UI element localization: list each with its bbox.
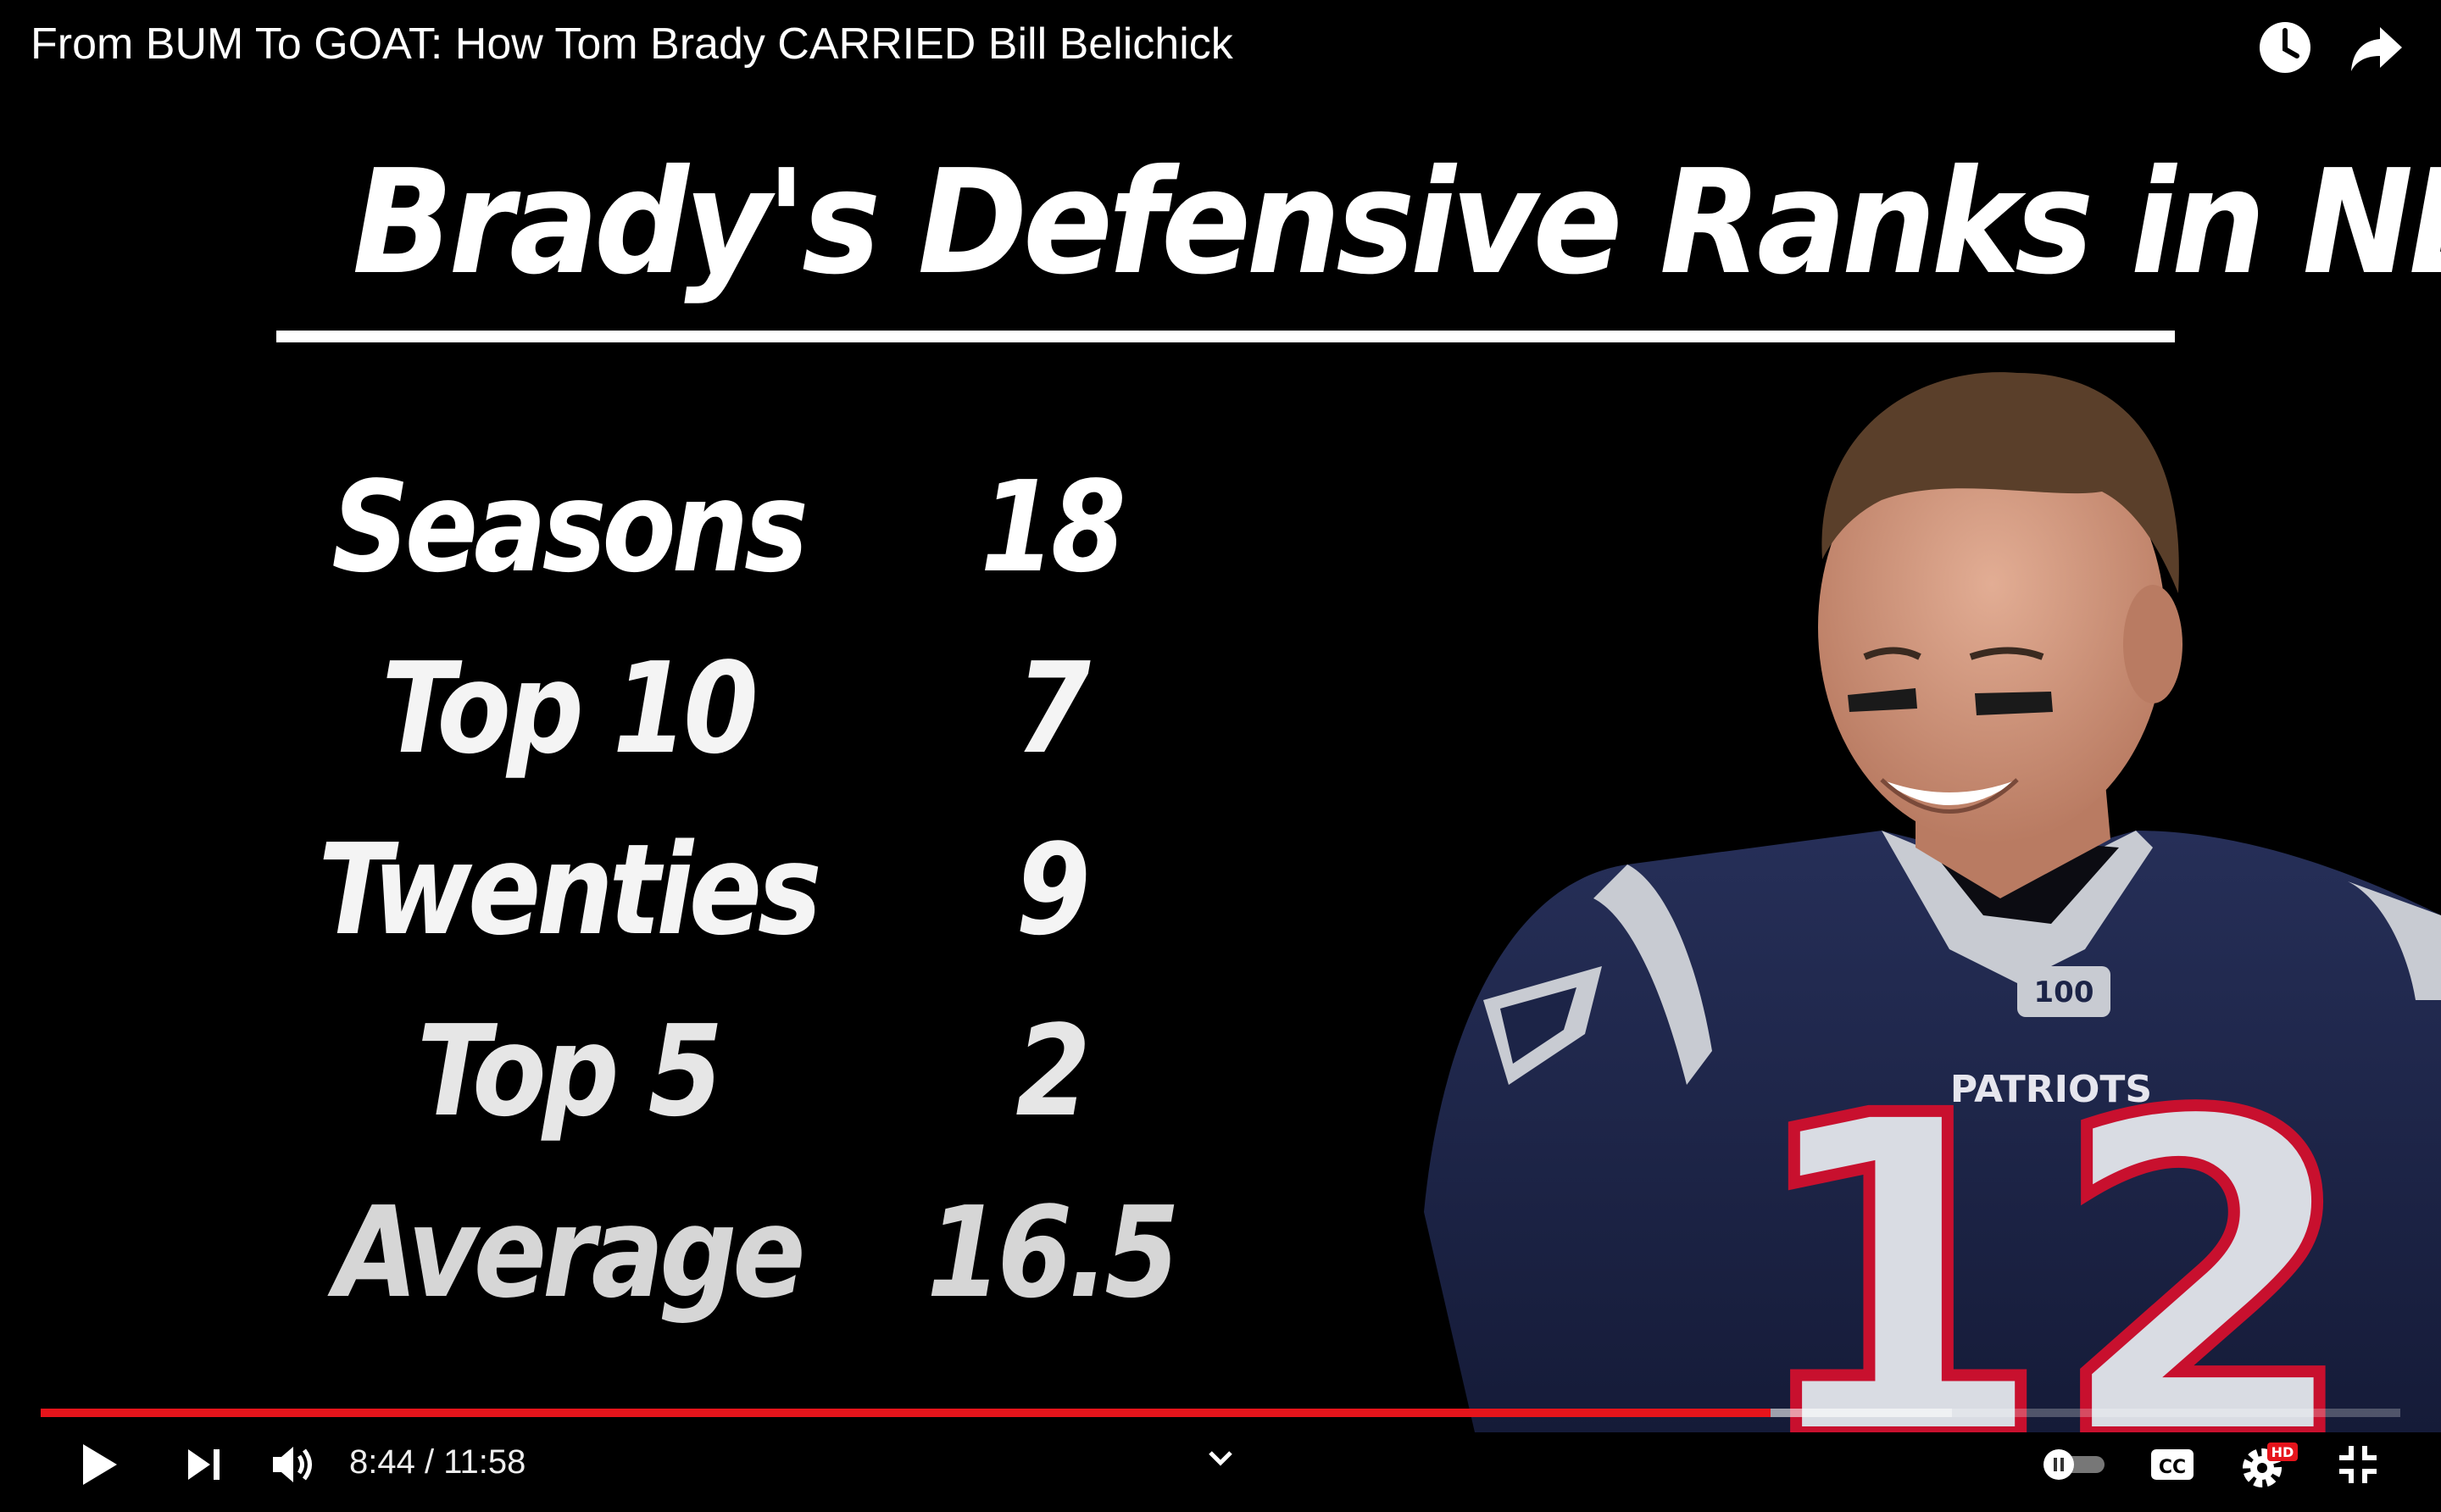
- cc-label: CC: [2159, 1457, 2186, 1478]
- mute-button[interactable]: [259, 1432, 327, 1497]
- volume-icon: [273, 1447, 312, 1482]
- jersey-team-text: PATRIOTS: [1950, 1068, 2152, 1111]
- stat-label-top5: Top 5: [416, 998, 723, 1144]
- closed-captions-icon: CC: [2151, 1449, 2194, 1480]
- skip-next-icon: [188, 1449, 220, 1480]
- stat-value-top5: 2: [1015, 998, 1091, 1144]
- slide-title: Brady's Defensive Ranks in NE: [352, 139, 2441, 307]
- stat-value-average: 16.5: [926, 1180, 1180, 1326]
- time-display: 8:44 / 11:58: [349, 1443, 526, 1481]
- progress-bar[interactable]: [41, 1409, 2400, 1417]
- exit-fullscreen-icon: [2339, 1446, 2377, 1483]
- hd-badge: [2267, 1443, 2298, 1461]
- stat-value-seasons: 18: [980, 454, 1126, 600]
- autoplay-toggle[interactable]: [2034, 1432, 2114, 1497]
- exit-fullscreen-button[interactable]: [2324, 1432, 2392, 1497]
- next-button[interactable]: [170, 1432, 237, 1497]
- hd-badge-label: HD: [2271, 1444, 2294, 1460]
- subtitles-button[interactable]: CC: [2144, 1432, 2200, 1497]
- stat-label-seasons: Seasons: [331, 454, 809, 600]
- title-underline: [276, 331, 2175, 342]
- gear-icon: HD: [2243, 1443, 2298, 1487]
- stat-value-top10: 7: [1015, 636, 1091, 781]
- clock-icon: [2260, 22, 2310, 73]
- play-icon: [83, 1444, 117, 1485]
- settings-button[interactable]: HD: [2234, 1432, 2302, 1497]
- player-photo: 100 PATRIOTS 12: [1407, 356, 2441, 1432]
- expand-chapters-button[interactable]: [1200, 1432, 1241, 1483]
- stat-value-twenties: 9: [1015, 817, 1091, 963]
- nfl-100-patch: [2017, 966, 2110, 1017]
- share-button[interactable]: [2346, 17, 2407, 78]
- autoplay-toggle-icon: [2043, 1449, 2105, 1480]
- stat-label-average: Average: [334, 1180, 806, 1326]
- play-button[interactable]: [64, 1432, 132, 1497]
- stat-label-top10: Top 10: [381, 636, 759, 781]
- watch-later-button[interactable]: [2255, 17, 2316, 78]
- chevron-down-icon: [1209, 1451, 1232, 1466]
- stat-label-twenties: Twenties: [318, 817, 821, 963]
- patch-text: 100: [2034, 976, 2094, 1009]
- video-title[interactable]: From BUM To GOAT: How Tom Brady CARRIED …: [31, 19, 1233, 69]
- share-arrow-icon: [2351, 27, 2402, 71]
- jersey-number: 12: [1744, 1023, 2358, 1432]
- progress-played: [41, 1409, 1771, 1417]
